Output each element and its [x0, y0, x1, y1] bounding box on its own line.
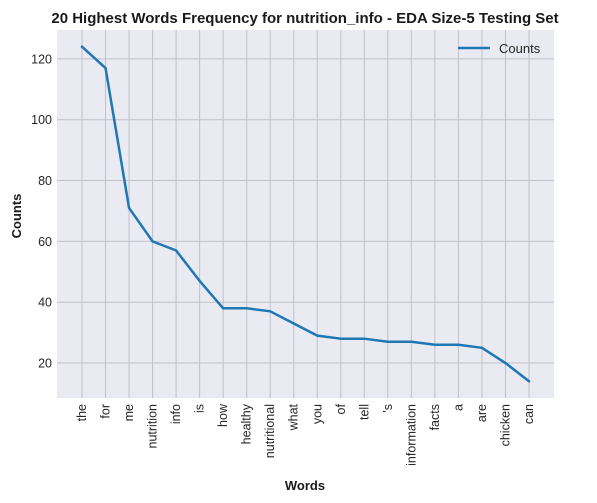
y-tick-label: 120 [31, 52, 52, 66]
x-tick-label: 's [381, 404, 395, 413]
data-point [127, 206, 131, 210]
data-point [174, 249, 178, 252]
x-tick-label: the [75, 404, 89, 421]
data-point [269, 310, 272, 313]
data-point [504, 361, 507, 365]
data-point [292, 322, 295, 325]
x-tick-label: information [404, 404, 418, 466]
data-point [410, 340, 413, 343]
y-tick-label: 40 [38, 296, 52, 310]
data-point [433, 343, 437, 346]
series-layer [80, 45, 531, 383]
y-tick-label: 80 [38, 174, 52, 188]
y-tick-label: 60 [38, 235, 52, 249]
x-tick-label: can [522, 404, 536, 424]
y-tick-label: 20 [38, 357, 52, 371]
x-tick-label: are [475, 404, 489, 422]
x-tick-label: of [334, 403, 348, 414]
x-tick-label: how [216, 403, 230, 427]
x-tick-label: a [451, 404, 465, 411]
y-axis-label: Counts [9, 194, 24, 239]
data-point [104, 66, 107, 70]
data-point [527, 380, 531, 383]
data-point [480, 346, 484, 350]
x-tick-label: is [193, 404, 207, 413]
x-tick-label: for [99, 404, 113, 419]
y-tick-label: 100 [31, 113, 52, 127]
data-point [457, 343, 460, 346]
y-axis-ticks: 20 40 60 80 100 120 [31, 52, 52, 370]
chart-title: 20 Highest Words Frequency for nutrition… [51, 10, 558, 27]
x-tick-label: me [122, 404, 136, 421]
series-line-counts [80, 45, 531, 383]
data-point [221, 307, 225, 310]
x-axis-label: Words [285, 478, 325, 493]
data-point [198, 279, 201, 283]
x-tick-label: nutrition [146, 404, 160, 449]
grid-lines [57, 30, 554, 398]
data-point [245, 307, 248, 310]
x-tick-label: what [287, 403, 301, 431]
x-tick-label: info [169, 404, 183, 424]
x-tick-label: tell [357, 404, 371, 420]
x-tick-label: nutritional [263, 404, 277, 458]
x-tick-label: chicken [498, 404, 512, 446]
x-axis-ticks: the for me nutrition info is how healthy nutriti… [75, 403, 536, 466]
x-tick-label: healthy [240, 403, 254, 444]
data-point [316, 334, 319, 337]
legend: Counts [458, 41, 541, 56]
x-tick-label: you [310, 404, 324, 424]
legend-label-counts: Counts [499, 41, 541, 56]
data-point [339, 337, 342, 340]
data-point [386, 340, 390, 343]
data-point [151, 240, 154, 243]
data-point [363, 337, 366, 340]
x-tick-label: facts [428, 404, 442, 430]
data-point [80, 45, 84, 48]
plot-area [57, 30, 554, 398]
